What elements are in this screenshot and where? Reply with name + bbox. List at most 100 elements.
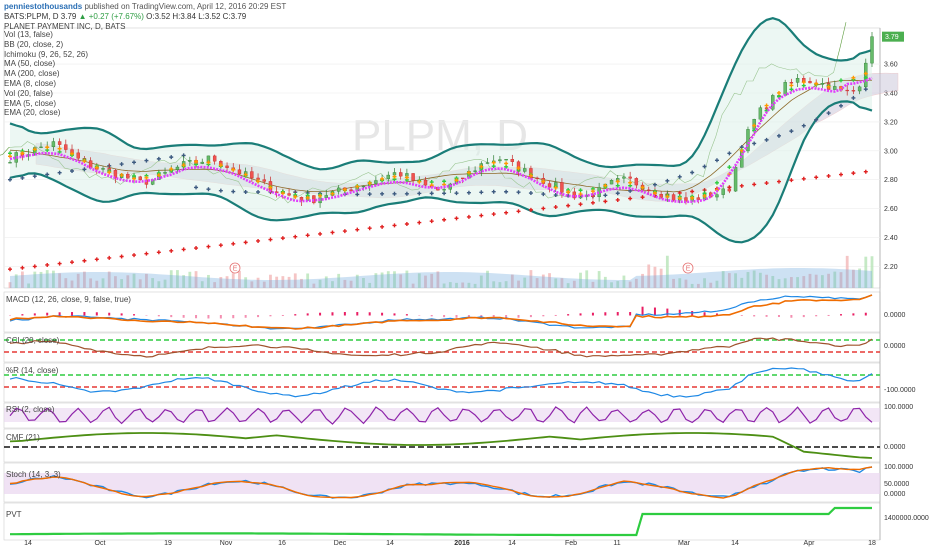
volume-bar [151, 278, 155, 288]
ema5-marker [603, 183, 608, 188]
ma50-marker [355, 192, 360, 197]
rsi-tick-label: 100.0000 [884, 404, 913, 411]
candle-body [715, 194, 719, 198]
indicator-item[interactable]: Vol (20, false) [4, 88, 53, 98]
volume-bar [318, 279, 322, 288]
cmf-line [9, 432, 873, 459]
volume-bar [312, 283, 316, 288]
indicator-item[interactable]: MA (50, close) [4, 59, 56, 69]
macd-histogram-bar [418, 315, 421, 316]
macd-histogram-bar [405, 314, 408, 316]
volume-bar [182, 275, 186, 288]
volume-bar [808, 273, 812, 288]
cci-line [9, 337, 873, 358]
indicator-item[interactable]: Ichimoku (9, 26, 52, 26) [4, 49, 89, 59]
ohlc-close: C:3.79 [222, 12, 247, 21]
ma50-marker [690, 170, 695, 175]
ema5-marker [132, 176, 137, 181]
volume-bar [839, 272, 843, 288]
ma200-marker [330, 230, 335, 235]
indicator-item[interactable]: Vol (13, false) [4, 30, 53, 39]
macd-histogram-bar [71, 312, 74, 316]
ma50-marker [727, 151, 732, 156]
indicator-item[interactable]: MA (200, close) [4, 69, 60, 79]
volume-bar [777, 279, 781, 288]
ema5-marker [119, 173, 124, 178]
macd-histogram-bar [306, 313, 309, 316]
macd-histogram-bar [331, 312, 334, 316]
volume-bar [45, 270, 49, 288]
rsi-label: RSI (2, close) [6, 405, 55, 414]
price-tick-label: 3.60 [884, 62, 898, 69]
candle-body [398, 172, 403, 177]
volume-bar [417, 273, 421, 288]
macd-histogram-bar [9, 315, 11, 316]
ma50-marker [628, 188, 633, 193]
publish-header: penniestothousands published on TradingV… [4, 2, 286, 12]
volume-bar [734, 273, 737, 288]
ma50-marker [32, 174, 37, 179]
panel-frame [3, 362, 881, 403]
candle-body [696, 197, 701, 200]
volume-bar [789, 277, 793, 288]
candle-body [461, 177, 465, 179]
volume-bar [430, 273, 434, 288]
candle-body [504, 159, 508, 161]
volume-bar [281, 276, 285, 288]
ma200-marker [851, 171, 856, 176]
volume-bar [448, 282, 452, 288]
ema5-marker [293, 194, 298, 199]
candle-body [647, 189, 651, 191]
indicator-item[interactable]: BB (20, close, 2) [4, 39, 64, 49]
ma50-marker [652, 182, 657, 187]
volume-bar [659, 268, 663, 288]
candle-body [411, 173, 415, 181]
author-link[interactable]: penniestothousands [4, 2, 83, 11]
volume-bar [541, 274, 545, 288]
ema5-marker [380, 176, 385, 181]
volume-bar [145, 273, 148, 288]
stoch-d-line [9, 466, 873, 499]
ma50-marker [479, 190, 484, 195]
ema5-marker [628, 180, 633, 185]
macd-histogram-bar [157, 315, 160, 317]
ma200-marker [838, 172, 843, 177]
indicator-item[interactable]: EMA (5, close) [4, 98, 57, 108]
volume-bar [83, 271, 86, 288]
ma50-marker [665, 178, 670, 183]
cmf-tick-label: 0.0000 [884, 444, 906, 451]
ema5-marker [826, 84, 831, 89]
candle-body [727, 188, 732, 192]
ma50-marker [144, 158, 149, 163]
candle-body [225, 165, 229, 168]
ema5-marker [541, 179, 546, 184]
indicator-item[interactable]: EMA (20, close) [4, 108, 61, 118]
candle-body [758, 107, 763, 120]
macd-histogram-bar [839, 314, 842, 316]
ma50-marker [789, 129, 794, 134]
macd-histogram-bar [207, 315, 210, 319]
candle-body [628, 176, 632, 179]
volume-bar [405, 270, 409, 288]
volume-bar [820, 275, 824, 288]
ema5-marker [578, 192, 583, 197]
macd-label: MACD (12, 26, close, 9, false, true) [6, 295, 131, 304]
volume-bar [529, 270, 533, 288]
candle-body [212, 155, 217, 162]
volume-bar [138, 279, 142, 288]
ema20-marker [801, 83, 806, 88]
ma200-marker [863, 169, 868, 174]
volume-bar [120, 279, 124, 288]
volume-bar [554, 278, 558, 288]
candle-body [57, 141, 62, 145]
ema8-line [9, 76, 873, 204]
volume-bar [851, 269, 855, 288]
ma50-marker [218, 188, 223, 193]
indicator-item[interactable]: EMA (8, close) [4, 78, 57, 88]
macd-histogram-bar [802, 315, 805, 318]
company-title: PLANET PAYMENT INC, D, BATS [4, 22, 126, 31]
volume-bar [535, 278, 539, 288]
ma200-marker [293, 234, 298, 239]
volume-bar [827, 273, 830, 288]
